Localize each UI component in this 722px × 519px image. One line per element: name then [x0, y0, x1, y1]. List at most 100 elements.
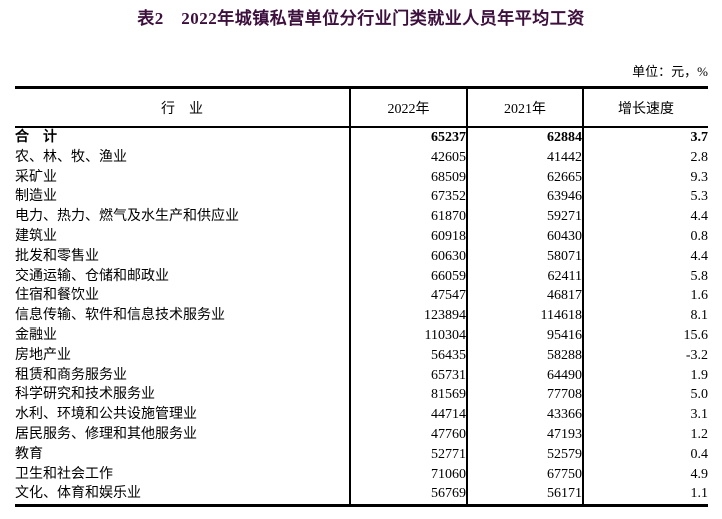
wage-2022-cell: 67352	[349, 187, 467, 208]
growth-rate-cell: 4.9	[582, 464, 708, 485]
growth-rate-cell: 1.2	[582, 424, 708, 445]
industry-name-cell: 卫生和社会工作	[15, 466, 113, 482]
table-row: 交通运输、仓储和邮政业 66059 62411 5.8	[15, 266, 708, 287]
wage-2021-cell: 43366	[466, 405, 583, 425]
wage-2022-cell: 42605	[349, 147, 467, 168]
industry-name-cell: 农、林、牧、渔业	[15, 149, 127, 165]
industry-name-cell: 制造业	[15, 189, 57, 205]
wage-2021-cell: 59271	[466, 207, 583, 227]
industry-name-cell: 教育	[15, 446, 43, 462]
growth-rate-cell: 0.4	[582, 444, 708, 465]
wage-2021-cell: 47193	[466, 424, 583, 445]
header-2021: 2021年	[466, 87, 583, 128]
wage-2021-cell: 41442	[466, 147, 583, 168]
wage-2022-cell: 123894	[349, 306, 467, 326]
table-row: 房地产业 56435 58288 -3.2	[15, 345, 708, 366]
wage-2021-cell: 58071	[466, 246, 583, 267]
growth-rate-cell: 5.8	[582, 266, 708, 287]
table-row: 科学研究和技术服务业 81569 77708 5.0	[15, 385, 708, 406]
industry-name-cell: 科学研究和技术服务业	[15, 387, 155, 403]
wage-2021-cell: 114618	[466, 306, 583, 326]
table-row: 教育 52771 52579 0.4	[15, 444, 708, 465]
wage-2021-cell: 62411	[466, 266, 583, 287]
wage-2022-cell: 44714	[349, 405, 467, 425]
growth-rate-cell: 1.9	[582, 365, 708, 386]
wage-2021-cell: 58288	[466, 345, 583, 366]
industry-name-cell: 合 计	[15, 130, 57, 145]
growth-rate-cell: 2.8	[582, 147, 708, 168]
table-row: 卫生和社会工作 71060 67750 4.9	[15, 464, 708, 485]
table-row: 制造业 67352 63946 5.3	[15, 187, 708, 208]
growth-rate-cell: 8.1	[582, 306, 708, 326]
industry-name-cell: 采矿业	[15, 169, 57, 185]
growth-rate-cell: 1.6	[582, 286, 708, 307]
wage-2022-cell: 60630	[349, 246, 467, 267]
table-row: 批发和零售业 60630 58071 4.4	[15, 246, 708, 267]
wage-2021-cell: 62884	[466, 127, 583, 148]
industry-name-cell: 住宿和餐饮业	[15, 288, 99, 304]
table-row: 水利、环境和公共设施管理业 44714 43366 3.1	[15, 405, 708, 425]
table-row: 电力、热力、燃气及水生产和供应业 61870 59271 4.4	[15, 207, 708, 227]
industry-name-cell: 交通运输、仓储和邮政业	[15, 268, 169, 284]
wage-2022-cell: 65237	[349, 127, 467, 148]
wage-2021-cell: 56171	[466, 484, 583, 506]
industry-name-cell: 建筑业	[15, 228, 57, 244]
industry-name-cell: 文化、体育和娱乐业	[15, 486, 141, 502]
table-row: 信息传输、软件和信息技术服务业 123894 114618 8.1	[15, 306, 708, 326]
industry-name-cell: 批发和零售业	[15, 248, 99, 264]
growth-rate-cell: 5.3	[582, 187, 708, 208]
wage-2022-cell: 68509	[349, 167, 467, 188]
industry-name-cell: 金融业	[15, 327, 57, 343]
wage-2022-cell: 81569	[349, 385, 467, 406]
table-row: 合 计 65237 62884 3.7	[15, 127, 708, 148]
growth-rate-cell: 4.4	[582, 207, 708, 227]
wage-2022-cell: 61870	[349, 207, 467, 227]
table-row: 居民服务、修理和其他服务业 47760 47193 1.2	[15, 424, 708, 445]
growth-rate-cell: 4.4	[582, 246, 708, 267]
header-2022: 2022年	[349, 87, 467, 128]
wage-2021-cell: 77708	[466, 385, 583, 406]
wage-2022-cell: 71060	[349, 464, 467, 485]
growth-rate-cell: 5.0	[582, 385, 708, 406]
wage-2021-cell: 60430	[466, 226, 583, 247]
table-header: 行 业 2022年 2021年 增长速度	[15, 87, 708, 128]
header-row: 行 业 2022年 2021年 增长速度	[15, 87, 708, 128]
growth-rate-cell: 15.6	[582, 325, 708, 346]
industry-name-cell: 电力、热力、燃气及水生产和供应业	[15, 209, 239, 225]
table-row: 租赁和商务服务业 65731 64490 1.9	[15, 365, 708, 386]
table-body: 合 计 65237 62884 3.7 农、林、牧、渔业 42605 41442…	[15, 127, 708, 506]
growth-rate-cell: 0.8	[582, 226, 708, 247]
wage-2022-cell: 60918	[349, 226, 467, 247]
growth-rate-cell: 3.1	[582, 405, 708, 425]
wage-2022-cell: 47547	[349, 286, 467, 307]
industry-name-cell: 居民服务、修理和其他服务业	[15, 426, 197, 442]
wage-2022-cell: 52771	[349, 444, 467, 465]
table-row: 文化、体育和娱乐业 56769 56171 1.1	[15, 484, 708, 506]
wage-2022-cell: 65731	[349, 365, 467, 386]
industry-name-cell: 租赁和商务服务业	[15, 367, 127, 383]
wage-2022-cell: 66059	[349, 266, 467, 287]
table-row: 采矿业 68509 62665 9.3	[15, 167, 708, 188]
table-row: 农、林、牧、渔业 42605 41442 2.8	[15, 147, 708, 168]
table-row: 建筑业 60918 60430 0.8	[15, 226, 708, 247]
table-row: 住宿和餐饮业 47547 46817 1.6	[15, 286, 708, 307]
wage-2021-cell: 63946	[466, 187, 583, 208]
units-note: 单位：元，%	[632, 64, 708, 79]
wage-2021-cell: 46817	[466, 286, 583, 307]
wage-2021-cell: 67750	[466, 464, 583, 485]
wage-2021-cell: 95416	[466, 325, 583, 346]
growth-rate-cell: 9.3	[582, 167, 708, 188]
wage-2022-cell: 110304	[349, 325, 467, 346]
growth-rate-cell: 1.1	[582, 484, 708, 506]
industry-name-cell: 水利、环境和公共设施管理业	[15, 407, 197, 423]
page-title: 表2 2022年城镇私营单位分行业门类就业人员年平均工资	[137, 9, 585, 28]
industry-name-cell: 房地产业	[15, 347, 71, 363]
growth-rate-cell: 3.7	[582, 127, 708, 148]
table-row: 金融业 110304 95416 15.6	[15, 325, 708, 346]
growth-rate-cell: -3.2	[582, 345, 708, 366]
wage-2022-cell: 47760	[349, 424, 467, 445]
wage-2022-cell: 56769	[349, 484, 467, 506]
wage-table: 行 业 2022年 2021年 增长速度 合 计 65237 62884 3.7…	[15, 86, 708, 508]
wage-2021-cell: 62665	[466, 167, 583, 188]
wage-2021-cell: 64490	[466, 365, 583, 386]
